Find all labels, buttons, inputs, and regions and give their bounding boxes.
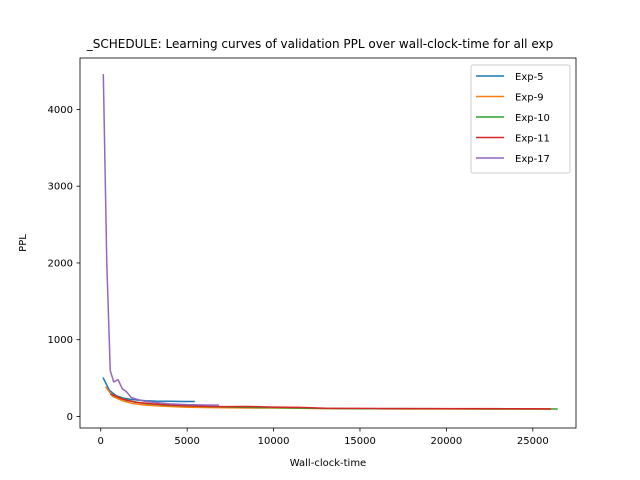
legend: Exp-5 Exp-9 Exp-10 Exp-11 Exp-17: [470, 64, 571, 174]
y-tick-label: 3000: [48, 182, 73, 193]
plot-frame: [79, 57, 577, 429]
legend-box: [470, 64, 571, 174]
series-line-exp-17: [102, 74, 220, 406]
y-tick-label: 4000: [48, 105, 73, 116]
y-tick-label: 2000: [48, 258, 73, 269]
legend-label-exp-11: Exp-11: [515, 134, 550, 145]
plot-area: [102, 74, 558, 410]
x-tick-label: 25000: [517, 436, 549, 447]
x-axis: 0 5000 10000 15000 20000 25000: [98, 428, 549, 447]
series-line-exp-11: [110, 393, 551, 410]
x-tick-label: 0: [98, 436, 104, 447]
y-axis-label: PPL: [18, 234, 29, 252]
y-tick-label: 0: [67, 412, 73, 423]
x-axis-label: Wall-clock-time: [290, 458, 366, 469]
x-tick-label: 20000: [430, 436, 462, 447]
legend-label-exp-10: Exp-10: [515, 113, 550, 124]
x-tick-label: 15000: [344, 436, 376, 447]
legend-label-exp-5: Exp-5: [515, 72, 544, 83]
y-tick-label: 1000: [48, 335, 73, 346]
legend-label-exp-17: Exp-17: [515, 154, 550, 165]
y-axis: 0 1000 2000 3000 4000: [48, 105, 80, 423]
x-tick-label: 10000: [258, 436, 290, 447]
chart-title: _SCHEDULE: Learning curves of validation…: [86, 37, 553, 51]
x-tick-label: 5000: [174, 436, 199, 447]
legend-label-exp-9: Exp-9: [515, 93, 544, 104]
